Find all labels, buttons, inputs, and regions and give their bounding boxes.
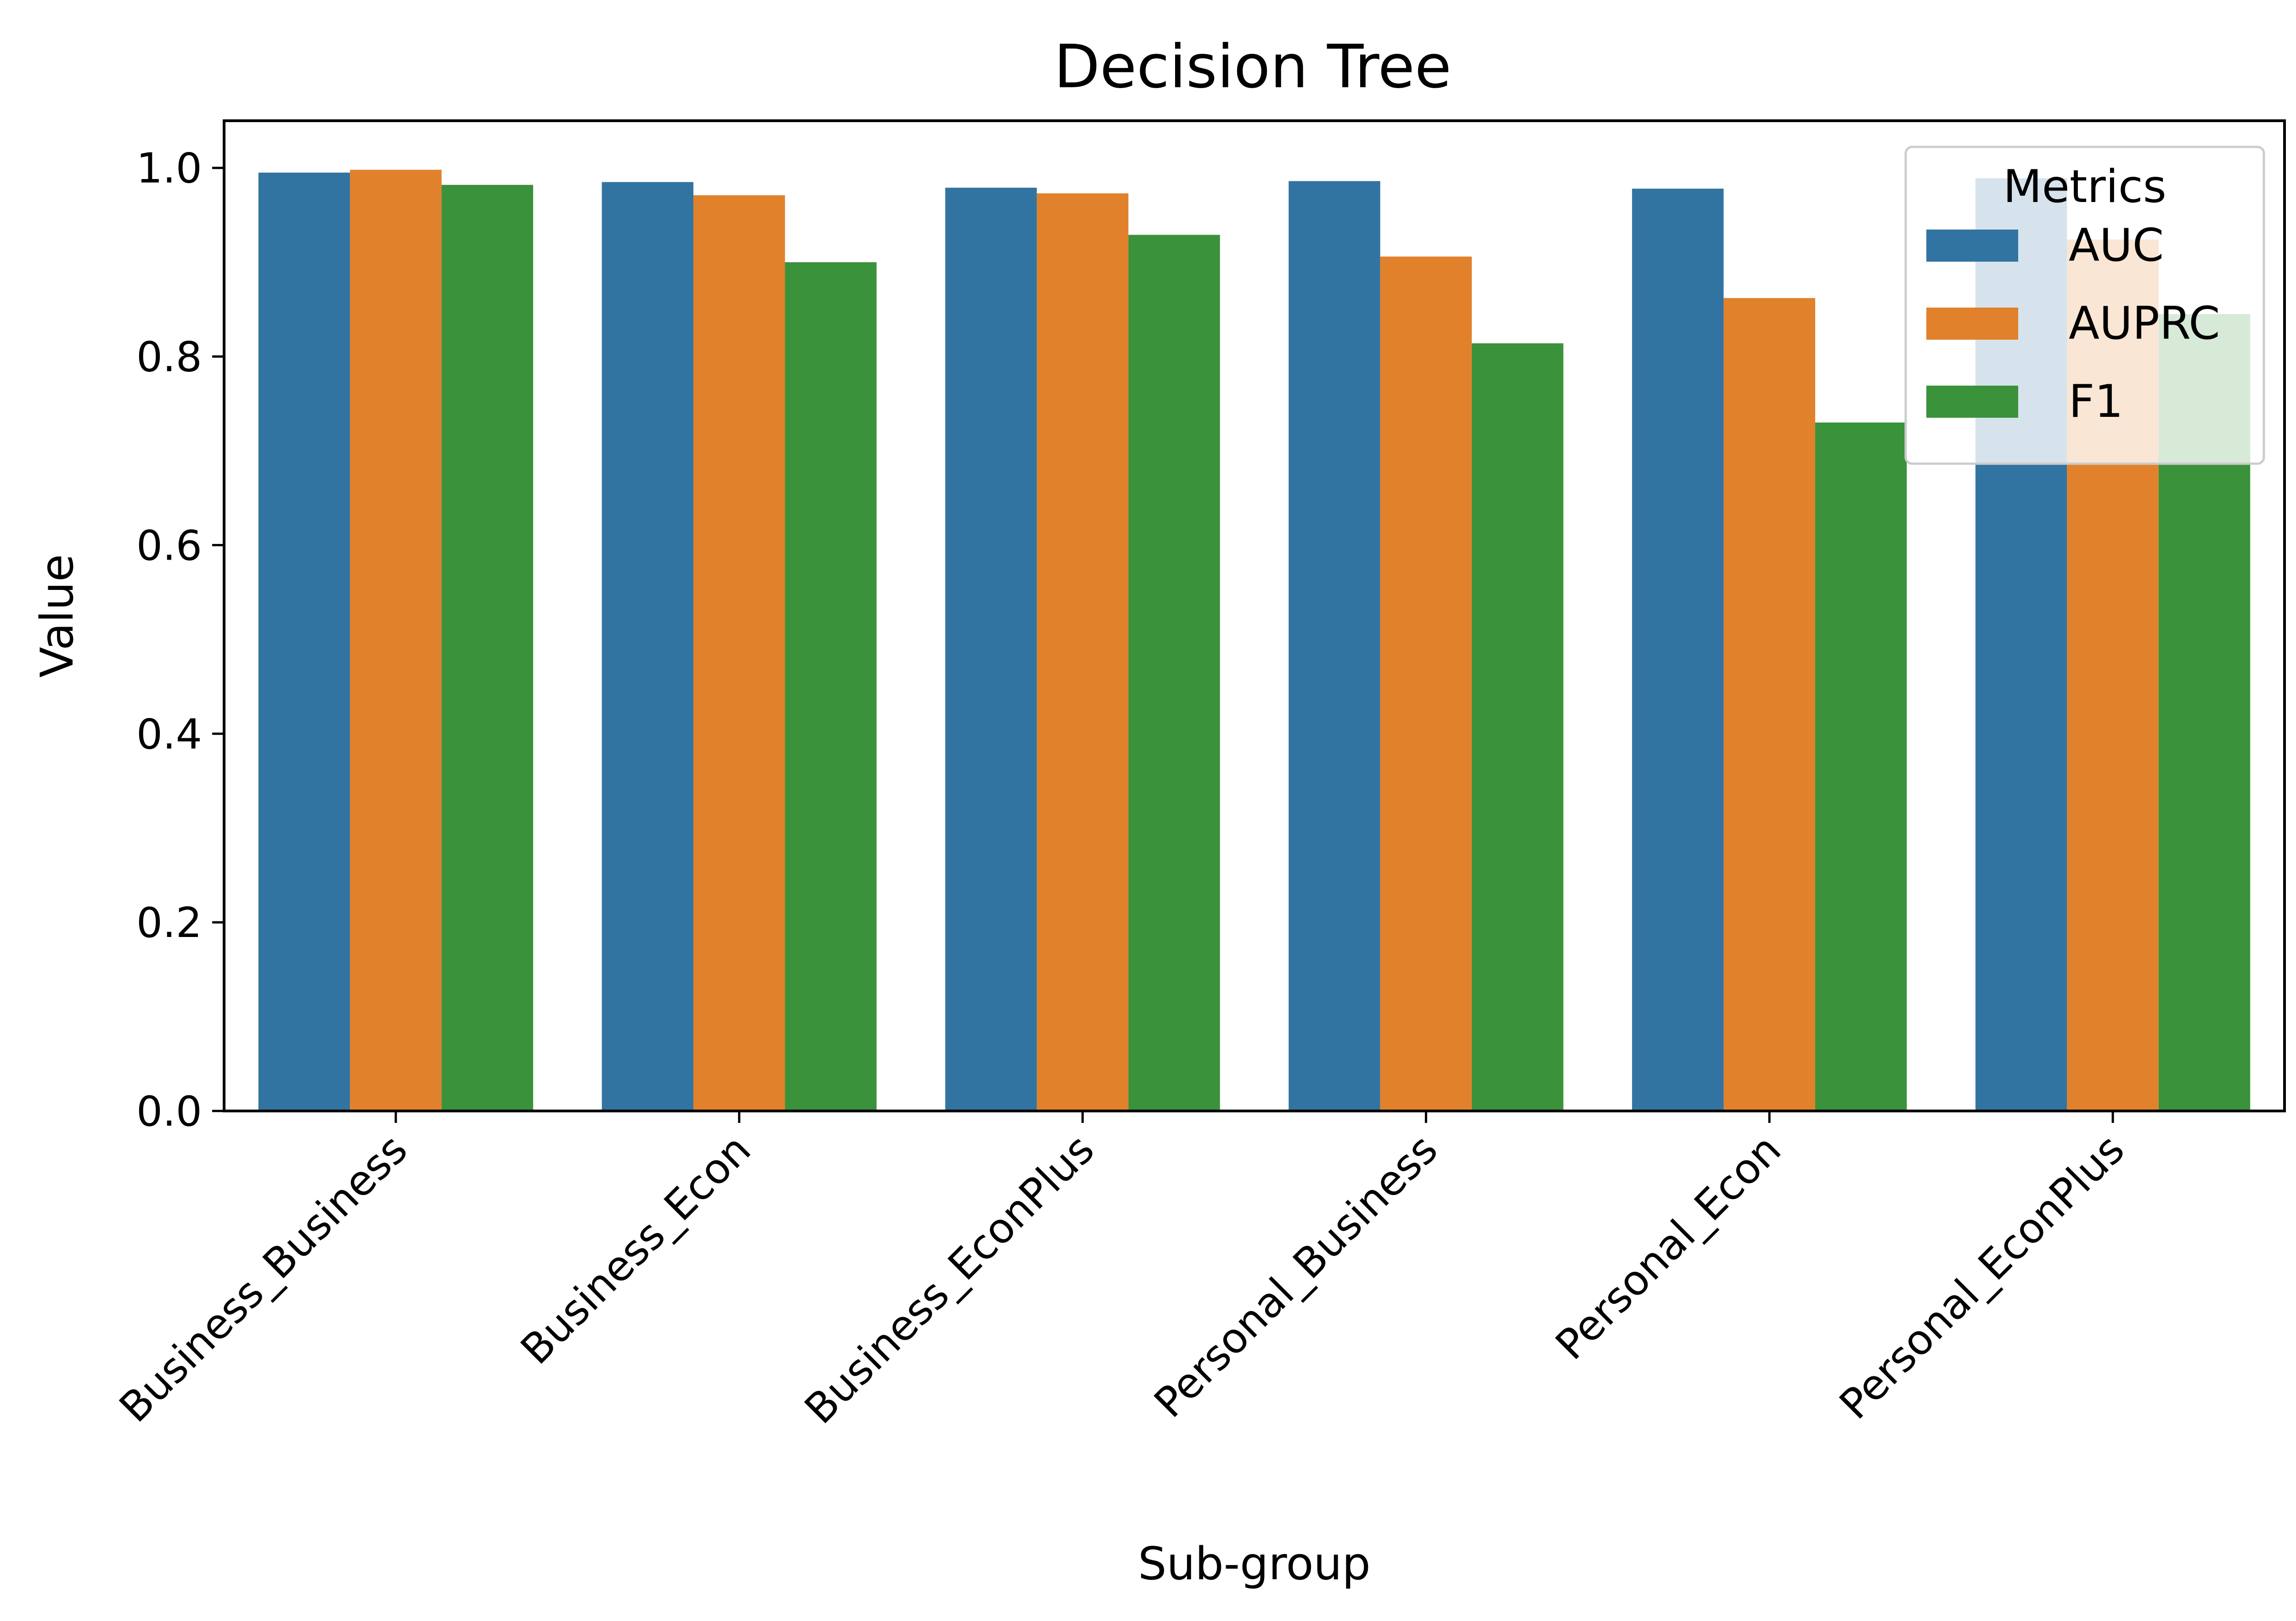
- legend-label-f1: F1: [2069, 376, 2123, 428]
- bars-group: [258, 169, 2251, 1111]
- bar-f1-business-econplus: [1128, 235, 1220, 1111]
- y-axis-label: Value: [31, 554, 84, 678]
- bar-auprc-business-business: [350, 169, 442, 1111]
- bar-auc-personal-business: [1289, 181, 1380, 1111]
- y-tick-label: 0.6: [136, 522, 202, 570]
- plot-frame: [223, 119, 2286, 1112]
- legend-swatch-auc: [1926, 230, 2018, 262]
- bar-auprc-personal-econ: [1723, 298, 1815, 1111]
- bar-f1-business-business: [441, 185, 534, 1111]
- legend: Metrics AUC AUPRC F1: [1904, 146, 2265, 465]
- y-tick-label: 0.8: [136, 333, 202, 381]
- y-axis-ticks: 0.0 0.2 0.4 0.6 0.8 1.0: [136, 145, 224, 1136]
- bar-auprc-business-econplus: [1036, 193, 1129, 1111]
- bar-auprc-business-econ: [693, 195, 785, 1111]
- legend-items: AUC AUPRC F1: [1926, 219, 2220, 428]
- chart-title: Decision Tree: [1054, 32, 1452, 101]
- legend-swatch-f1: [1926, 386, 2018, 418]
- legend-label-auprc: AUPRC: [2069, 297, 2220, 350]
- y-tick-label: 0.2: [136, 899, 202, 947]
- bar-f1-personal-econ: [1815, 422, 1907, 1111]
- y-tick-label: 0.4: [136, 710, 202, 758]
- y-tick-label: 0.0: [136, 1088, 202, 1136]
- legend-title: Metrics: [2003, 161, 2167, 213]
- bar-auprc-personal-business: [1380, 256, 1472, 1111]
- bar-auc-business-business: [258, 172, 350, 1111]
- legend-label-auc: AUC: [2069, 219, 2164, 272]
- bar-auc-personal-econ: [1632, 188, 1724, 1111]
- legend-box: [1904, 146, 2265, 465]
- bar-auc-business-econ: [602, 182, 694, 1111]
- bar-auc-business-econplus: [945, 187, 1037, 1111]
- bar-f1-business-econ: [785, 262, 877, 1111]
- y-tick-label: 1.0: [136, 145, 202, 193]
- legend-swatch-auprc: [1926, 308, 2018, 340]
- x-axis-label: Sub-group: [1138, 1538, 1371, 1590]
- bar-f1-personal-business: [1472, 343, 1564, 1111]
